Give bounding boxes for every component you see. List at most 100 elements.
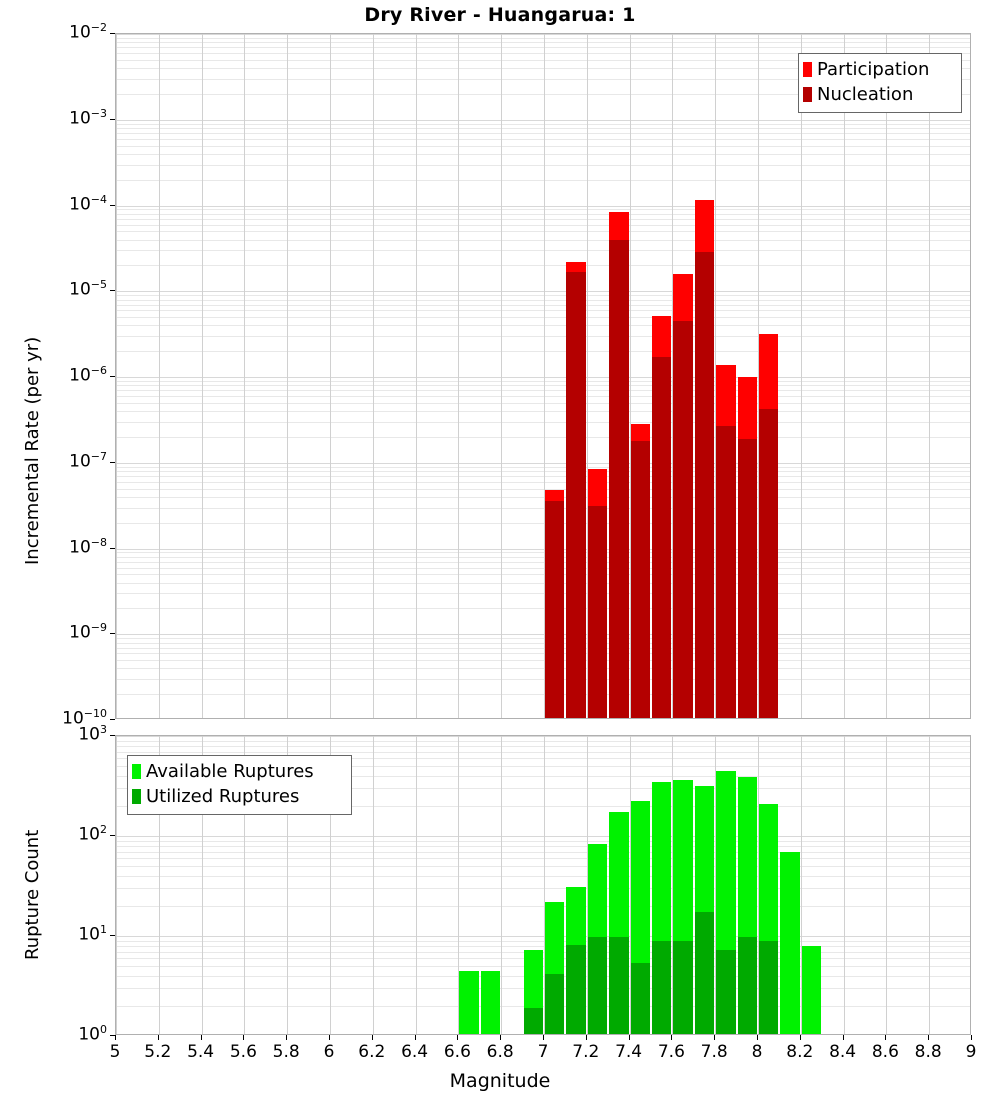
y-axis-tick xyxy=(110,935,115,936)
grid-line xyxy=(116,42,970,44)
y-axis-tick-label: 100 xyxy=(78,1023,107,1045)
y-axis-tick-label: 10−2 xyxy=(69,21,107,43)
y-axis-tick xyxy=(110,547,115,549)
y-axis-tick-label: 103 xyxy=(78,723,107,745)
grid-line xyxy=(116,295,970,297)
grid-line xyxy=(715,34,717,718)
legend-label: Participation xyxy=(817,58,930,80)
grid-line xyxy=(116,836,970,837)
x-axis-tick-label: 7.2 xyxy=(572,1042,600,1062)
grid-line xyxy=(116,224,970,226)
y-axis-tick xyxy=(110,719,115,720)
top-legend: Participation Nucleation xyxy=(798,53,962,113)
x-axis-tick-label: 6.8 xyxy=(486,1042,514,1062)
grid-line xyxy=(116,34,117,718)
grid-line xyxy=(843,736,845,1034)
grid-line xyxy=(201,34,203,718)
grid-line xyxy=(116,153,970,155)
grid-line xyxy=(116,34,970,35)
y-axis-tick-label: 10−6 xyxy=(69,364,107,386)
grid-line xyxy=(116,845,970,847)
grid-line xyxy=(116,858,970,860)
x-axis-tick xyxy=(200,1035,202,1040)
y-axis-tick xyxy=(110,735,115,736)
grid-line xyxy=(116,653,970,655)
grid-line xyxy=(501,34,503,718)
y-axis-tick-label: 10−8 xyxy=(69,535,107,558)
x-axis-tick-label: 7.8 xyxy=(700,1042,728,1062)
x-axis-tick-label: 6 xyxy=(323,1042,335,1062)
x-axis-tick xyxy=(628,1035,630,1040)
grid-line xyxy=(201,736,203,1034)
grid-line xyxy=(116,788,970,790)
grid-line xyxy=(116,488,970,490)
grid-line xyxy=(116,53,970,54)
grid-line xyxy=(287,736,289,1034)
utilized-ruptures-bar xyxy=(587,936,608,1034)
x-axis-tick-label: 8.8 xyxy=(914,1042,942,1062)
grid-line xyxy=(415,34,417,718)
utilized-ruptures-bar xyxy=(652,940,672,1034)
x-axis-tick xyxy=(757,1035,758,1040)
grid-line xyxy=(929,736,931,1034)
grid-line xyxy=(116,647,970,649)
grid-line xyxy=(116,317,970,319)
grid-line xyxy=(116,945,970,947)
bottom-legend: Available Ruptures Utilized Ruptures xyxy=(127,755,352,815)
grid-line xyxy=(116,556,970,558)
legend-swatch-icon xyxy=(803,87,812,102)
grid-line xyxy=(330,34,331,718)
grid-line xyxy=(116,496,970,498)
y-axis-tick xyxy=(110,290,115,292)
grid-line xyxy=(116,138,970,140)
grid-line xyxy=(116,851,970,853)
x-axis-tick xyxy=(157,1035,159,1040)
x-axis-tick xyxy=(457,1035,459,1040)
grid-line xyxy=(116,476,970,477)
grid-line xyxy=(116,351,970,353)
y-axis-tick xyxy=(110,204,115,206)
grid-line xyxy=(415,736,417,1034)
grid-line xyxy=(244,34,246,718)
grid-line xyxy=(116,78,970,80)
grid-line xyxy=(158,34,160,718)
grid-line xyxy=(715,736,717,1034)
grid-line xyxy=(116,304,970,306)
x-axis-tick xyxy=(842,1035,844,1040)
grid-line xyxy=(116,745,970,747)
x-axis-tick xyxy=(799,1035,801,1040)
grid-line xyxy=(116,736,970,737)
grid-line xyxy=(116,164,970,166)
grid-line xyxy=(116,522,970,524)
grid-line xyxy=(116,390,970,392)
x-axis-tick-label: 5.2 xyxy=(144,1042,172,1062)
grid-line xyxy=(116,325,970,327)
grid-line xyxy=(116,758,970,760)
page-title: Dry River - Huangarua: 1 xyxy=(364,4,636,26)
grid-line xyxy=(629,736,631,1034)
grid-line xyxy=(116,265,970,267)
x-axis-tick xyxy=(286,1035,288,1040)
legend-swatch-icon xyxy=(803,62,812,77)
grid-line xyxy=(116,481,970,483)
x-axis-tick xyxy=(115,1035,116,1040)
grid-line xyxy=(458,736,460,1034)
grid-line xyxy=(458,34,460,718)
grid-line xyxy=(116,668,970,670)
grid-line xyxy=(116,975,970,977)
grid-line xyxy=(116,402,970,404)
grid-line xyxy=(116,567,970,569)
grid-line xyxy=(372,34,374,718)
grid-line xyxy=(800,736,802,1034)
grid-line xyxy=(287,34,289,718)
available-ruptures-bar xyxy=(780,851,800,1034)
x-axis-tick-label: 5.4 xyxy=(187,1042,215,1062)
grid-line xyxy=(116,128,970,130)
grid-line xyxy=(116,123,970,125)
utilized-ruptures-bar xyxy=(523,1008,543,1034)
legend-label: Available Ruptures xyxy=(146,760,314,782)
grid-line xyxy=(116,561,970,563)
grid-line xyxy=(116,694,970,696)
x-axis-tick-label: 6.6 xyxy=(443,1042,471,1062)
y-axis-tick xyxy=(110,118,115,120)
